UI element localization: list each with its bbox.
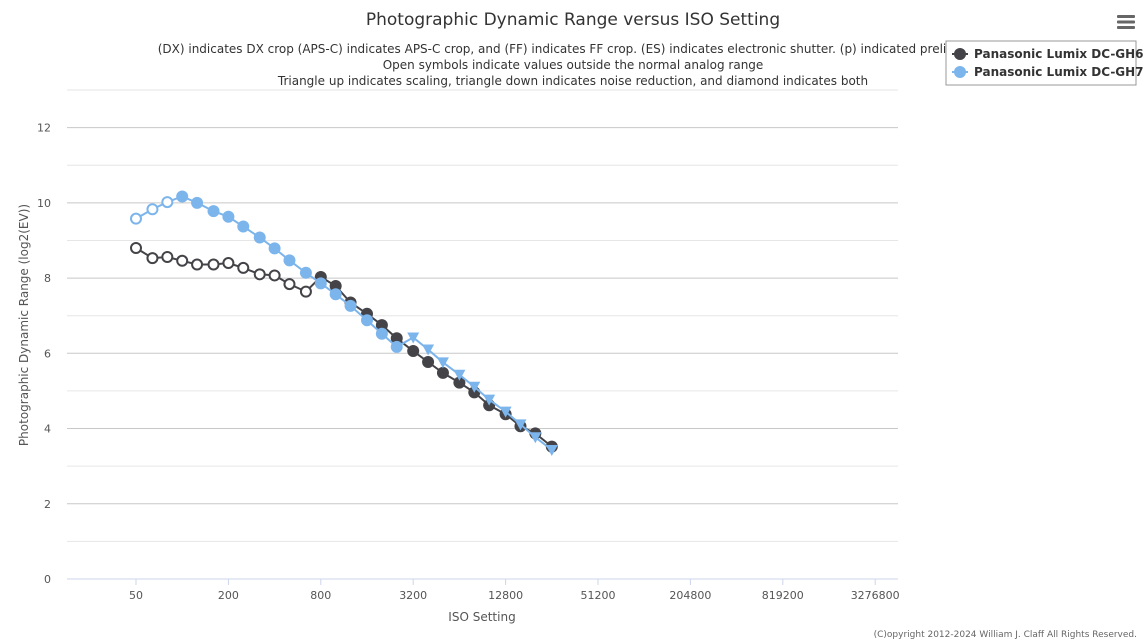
- x-tick-label: 204800: [669, 589, 711, 602]
- data-point[interactable]: [299, 285, 312, 298]
- data-point[interactable]: [407, 345, 420, 358]
- data-point[interactable]: [191, 258, 204, 271]
- x-tick-label: 800: [310, 589, 331, 602]
- data-point[interactable]: [283, 254, 296, 267]
- data-point[interactable]: [176, 190, 189, 203]
- legend-box: [945, 40, 1137, 86]
- y-tick-label: 12: [37, 122, 51, 135]
- data-point[interactable]: [130, 212, 142, 225]
- chart-title: Photographic Dynamic Range versus ISO Se…: [366, 10, 780, 30]
- data-point[interactable]: [453, 369, 466, 381]
- data-point[interactable]: [161, 251, 174, 264]
- data-point[interactable]: [344, 299, 357, 312]
- grid: [67, 89, 898, 542]
- legend-label-gh7: Panasonic Lumix DC-GH7: [974, 65, 1144, 79]
- data-point[interactable]: [253, 268, 266, 281]
- y-tick-label: 10: [37, 197, 51, 210]
- chart-subtitle-line-2: Open symbols indicate values outside the…: [383, 58, 764, 72]
- chart-subtitle-line-3: Triangle up indicates scaling, triangle …: [277, 74, 868, 88]
- data-point[interactable]: [529, 432, 542, 444]
- data-point[interactable]: [499, 406, 512, 418]
- data-point[interactable]: [329, 279, 342, 292]
- data-point[interactable]: [161, 196, 174, 209]
- data-point[interactable]: [436, 357, 449, 369]
- data-point[interactable]: [375, 327, 388, 340]
- data-point[interactable]: [222, 257, 235, 270]
- data-point[interactable]: [361, 314, 373, 327]
- series-gh7: [130, 190, 558, 456]
- data-point[interactable]: [237, 261, 250, 274]
- data-point[interactable]: [283, 278, 296, 291]
- data-point[interactable]: [390, 332, 403, 345]
- x-tick-label: 3276800: [851, 589, 900, 602]
- data-point[interactable]: [483, 394, 496, 406]
- y-tick-label: 2: [44, 498, 51, 511]
- data-point[interactable]: [237, 220, 250, 233]
- series-layer: [130, 190, 558, 456]
- data-point[interactable]: [146, 252, 159, 265]
- legend-marker-gh7: [954, 66, 966, 78]
- data-point[interactable]: [207, 205, 220, 218]
- legend: Panasonic Lumix DC-GH6 Panasonic Lumix D…: [945, 40, 1144, 86]
- data-point[interactable]: [314, 277, 327, 290]
- data-point[interactable]: [329, 288, 342, 301]
- legend-item-gh6[interactable]: Panasonic Lumix DC-GH6: [952, 47, 1144, 61]
- data-point[interactable]: [222, 210, 235, 223]
- series-line: [135, 195, 553, 451]
- legend-label-gh6: Panasonic Lumix DC-GH6: [974, 47, 1144, 61]
- x-tick-label: 12800: [488, 589, 523, 602]
- data-point[interactable]: [407, 332, 420, 344]
- axes: 0 2 4 6 8 10 12 50 200 800 3200 12800 51200 204800 819…: [37, 122, 900, 602]
- legend-item-gh7[interactable]: Panasonic Lumix DC-GH7: [952, 65, 1144, 79]
- data-point[interactable]: [299, 266, 312, 279]
- data-point[interactable]: [146, 203, 159, 216]
- legend-marker-gh6: [954, 48, 966, 60]
- data-point[interactable]: [207, 258, 220, 271]
- data-point[interactable]: [375, 319, 388, 332]
- data-point[interactable]: [268, 242, 281, 255]
- x-tick-label: 50: [129, 589, 143, 602]
- data-point[interactable]: [253, 231, 266, 244]
- x-tick-label: 51200: [581, 589, 616, 602]
- copyright-credit: (C)opyright 2012-2024 William J. Claff A…: [874, 630, 1137, 640]
- series-line: [135, 247, 553, 448]
- data-point[interactable]: [390, 340, 403, 353]
- x-tick-label: 819200: [762, 589, 804, 602]
- y-axis-title: Photographic Dynamic Range (log2(EV)): [17, 204, 31, 446]
- data-point[interactable]: [268, 269, 281, 282]
- x-tick-label: 200: [218, 589, 239, 602]
- data-point[interactable]: [422, 344, 435, 356]
- data-point[interactable]: [468, 381, 481, 393]
- x-axis-title: ISO Setting: [448, 610, 515, 624]
- data-point[interactable]: [453, 376, 466, 389]
- hamburger-menu-icon[interactable]: [1114, 10, 1138, 34]
- y-tick-label: 4: [44, 423, 51, 436]
- data-point[interactable]: [176, 254, 189, 267]
- chart-subtitle-line-1: (DX) indicates DX crop (APS-C) indicates…: [158, 42, 989, 56]
- data-point[interactable]: [191, 196, 204, 209]
- data-point[interactable]: [130, 241, 142, 254]
- y-tick-label: 8: [44, 272, 51, 285]
- x-tick-label: 3200: [399, 589, 427, 602]
- data-point[interactable]: [514, 419, 527, 431]
- series-gh6: [130, 241, 558, 453]
- data-point[interactable]: [436, 366, 449, 379]
- data-point[interactable]: [422, 355, 435, 368]
- y-tick-label: 0: [44, 573, 51, 586]
- y-tick-label: 6: [44, 347, 51, 360]
- data-point[interactable]: [545, 444, 558, 456]
